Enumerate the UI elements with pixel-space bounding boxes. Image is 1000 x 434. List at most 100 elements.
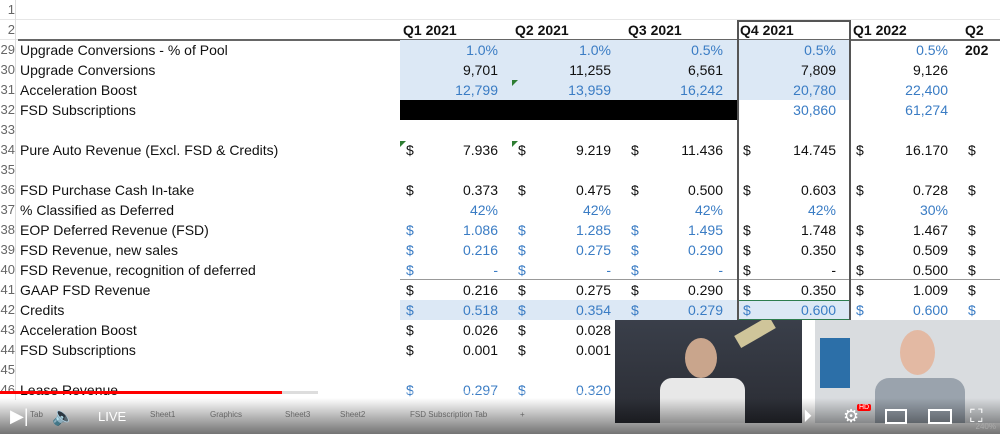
cell[interactable]: $1.495 — [625, 220, 737, 240]
cell[interactable]: 9,126 — [850, 60, 962, 80]
cell[interactable]: $0.028 — [512, 320, 625, 340]
cell[interactable]: $ — [962, 220, 1000, 240]
cell[interactable]: $0.500 — [850, 260, 962, 280]
cell[interactable]: 42% — [400, 200, 512, 220]
cell[interactable]: $0.509 — [850, 240, 962, 260]
cell[interactable] — [400, 100, 512, 120]
cell[interactable] — [962, 100, 1000, 120]
cell[interactable]: $1.009 — [850, 280, 962, 300]
cell[interactable]: $0.373 — [400, 180, 512, 200]
cell[interactable]: $0.500 — [625, 180, 737, 200]
video-progress-bar[interactable] — [0, 391, 1000, 394]
cell[interactable]: $ - — [737, 260, 850, 280]
cell[interactable]: $7.936 — [400, 140, 512, 160]
cell[interactable]: 61,274 — [850, 100, 962, 120]
cell[interactable]: 0.5% — [850, 40, 962, 60]
cell[interactable]: 42% — [512, 200, 625, 220]
cell[interactable]: 30,860 — [737, 100, 850, 120]
cell[interactable] — [625, 120, 737, 140]
cell[interactable]: 20,780 — [737, 80, 850, 100]
cell[interactable]: $0.320 — [512, 380, 625, 400]
cell[interactable] — [400, 120, 512, 140]
cell[interactable]: $0.275 — [512, 280, 625, 300]
cell[interactable]: $0.216 — [400, 280, 512, 300]
cell[interactable]: 16,242 — [625, 80, 737, 100]
cell[interactable]: $0.475 — [512, 180, 625, 200]
volume-icon[interactable]: 🔈 — [52, 406, 75, 426]
cell[interactable]: $0.275 — [512, 240, 625, 260]
settings-gear-icon[interactable]: ⚙ — [843, 406, 860, 426]
cell[interactable]: $ — [962, 140, 1000, 160]
cell[interactable] — [850, 160, 962, 180]
cell[interactable]: $ - — [512, 260, 625, 280]
cell[interactable]: 13,959 — [512, 80, 625, 100]
cell[interactable]: $16.170 — [850, 140, 962, 160]
cell[interactable]: 11,255 — [512, 60, 625, 80]
cell[interactable] — [850, 120, 962, 140]
cell[interactable]: $0.350 — [737, 280, 850, 300]
fullscreen-icon[interactable]: ⛶ — [970, 406, 983, 426]
cell[interactable]: $1.086 — [400, 220, 512, 240]
cell[interactable]: 0.5% — [737, 40, 850, 60]
cell[interactable]: 42% — [625, 200, 737, 220]
cell[interactable]: $0.216 — [400, 240, 512, 260]
cell[interactable]: 30% — [850, 200, 962, 220]
cell[interactable]: $0.290 — [625, 240, 737, 260]
cell[interactable]: $0.518 — [400, 300, 512, 320]
cell[interactable]: $11.436 — [625, 140, 737, 160]
cell[interactable]: $0.297 — [400, 380, 512, 400]
cell[interactable] — [737, 160, 850, 180]
cell[interactable]: 6,561 — [625, 60, 737, 80]
cell[interactable]: $0.600 — [850, 300, 962, 320]
cell[interactable]: $ - — [400, 260, 512, 280]
cell[interactable] — [962, 40, 1000, 60]
cell[interactable] — [962, 200, 1000, 220]
cell[interactable]: $0.728 — [850, 180, 962, 200]
cell[interactable] — [400, 360, 512, 380]
cell[interactable]: 7,809 — [737, 60, 850, 80]
cell[interactable] — [962, 120, 1000, 140]
cell[interactable]: $0.600 — [737, 300, 850, 320]
cell[interactable]: $0.354 — [512, 300, 625, 320]
cell[interactable]: 22,400 — [850, 80, 962, 100]
cell[interactable]: $ — [962, 280, 1000, 300]
cell[interactable]: $9.219 — [512, 140, 625, 160]
theater-mode-icon[interactable] — [928, 409, 952, 424]
cell[interactable]: $1.285 — [512, 220, 625, 240]
autoplay-toggle-icon[interactable]: ⏵ — [803, 406, 812, 426]
cell[interactable]: $0.290 — [625, 280, 737, 300]
cell[interactable]: $0.001 — [400, 340, 512, 360]
cell[interactable]: $0.350 — [737, 240, 850, 260]
next-icon[interactable]: ▶| — [10, 406, 29, 426]
miniplayer-icon[interactable] — [885, 409, 907, 424]
cell[interactable] — [512, 160, 625, 180]
cell[interactable] — [512, 100, 625, 120]
cell[interactable]: $ - — [625, 260, 737, 280]
cell[interactable]: $1.748 — [737, 220, 850, 240]
cell[interactable]: $0.001 — [512, 340, 625, 360]
cell[interactable]: $0.603 — [737, 180, 850, 200]
cell[interactable]: 1.0% — [400, 40, 512, 60]
cell[interactable] — [625, 100, 737, 120]
cell[interactable]: $ — [962, 300, 1000, 320]
cell[interactable]: 9,701 — [400, 60, 512, 80]
cell[interactable] — [962, 80, 1000, 100]
cell[interactable]: $ — [962, 260, 1000, 280]
cell[interactable] — [737, 120, 850, 140]
cell[interactable]: $ — [962, 180, 1000, 200]
cell[interactable] — [400, 160, 512, 180]
cell[interactable]: $ — [962, 240, 1000, 260]
cell[interactable] — [962, 60, 1000, 80]
cell[interactable] — [512, 120, 625, 140]
cell[interactable]: $1.467 — [850, 220, 962, 240]
cell[interactable] — [512, 360, 625, 380]
cell[interactable]: 12,799 — [400, 80, 512, 100]
cell[interactable]: $14.745 — [737, 140, 850, 160]
cell[interactable]: 0.5% — [625, 40, 737, 60]
cell[interactable]: 42% — [737, 200, 850, 220]
cell[interactable]: $0.026 — [400, 320, 512, 340]
live-label[interactable]: LIVE — [98, 409, 127, 424]
cell[interactable]: 1.0% — [512, 40, 625, 60]
cell[interactable] — [962, 160, 1000, 180]
